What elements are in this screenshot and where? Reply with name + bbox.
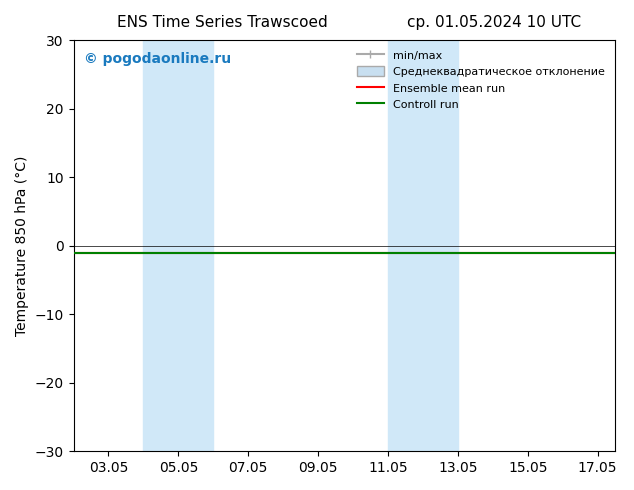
Text: ENS Time Series Trawscoed: ENS Time Series Trawscoed [117,15,327,30]
Legend: min/max, Среднеквадратическое отклонение, Ensemble mean run, Controll run: min/max, Среднеквадратическое отклонение… [352,46,609,114]
Bar [143,40,213,451]
Y-axis label: Temperature 850 hPa (°C): Temperature 850 hPa (°C) [15,155,29,336]
Text: © pogodaonline.ru: © pogodaonline.ru [84,52,231,67]
Text: ср. 01.05.2024 10 UTC: ср. 01.05.2024 10 UTC [408,15,581,30]
Bar [388,40,458,451]
